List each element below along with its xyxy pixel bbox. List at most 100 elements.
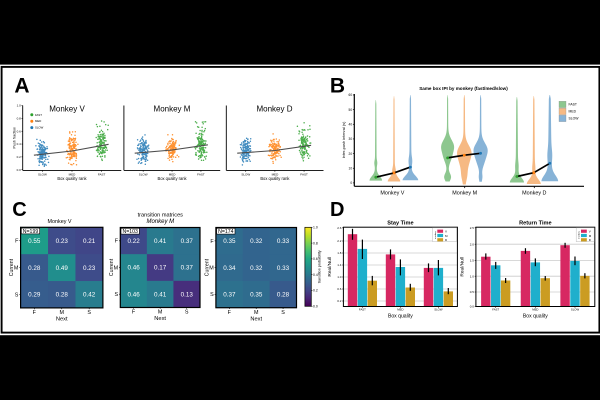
svg-text:Current: Current [205,258,211,276]
svg-text:0.8: 0.8 [17,117,22,121]
svg-text:0.41: 0.41 [154,291,167,298]
svg-text:20: 20 [349,152,353,156]
svg-text:F: F [115,239,119,245]
svg-text:0.8: 0.8 [313,241,318,245]
svg-text:0.41: 0.41 [154,238,167,245]
svg-text:Real/Null: Real/Null [460,257,466,276]
svg-text:2.6: 2.6 [337,226,342,230]
svg-text:M: M [589,234,592,238]
svg-text:Monkey M: Monkey M [146,219,174,225]
svg-text:F: F [228,310,232,316]
svg-text:FAST: FAST [359,307,366,311]
svg-text:SLOW: SLOW [434,307,443,311]
svg-text:0.37: 0.37 [223,292,236,299]
svg-text:Real/Null: Real/Null [327,257,333,276]
svg-text:N=103: N=103 [122,229,138,235]
svg-text:S: S [210,292,214,298]
svg-text:D: D [589,238,592,242]
svg-text:0.6: 0.6 [337,287,342,291]
svg-text:Current: Current [9,258,15,276]
svg-text:transition probability: transition probability [318,250,322,283]
svg-text:F: F [15,239,19,245]
svg-text:50: 50 [349,108,353,112]
svg-text:0.28: 0.28 [56,292,69,299]
svg-text:SLOW: SLOW [241,172,250,176]
svg-text:Same box IPI by monkey (fast/m: Same box IPI by monkey (fast/med/slow) [419,86,508,91]
svg-text:0.33: 0.33 [277,238,290,245]
svg-text:0.28: 0.28 [277,292,290,299]
svg-text:MED: MED [532,307,538,311]
svg-text:2.5: 2.5 [470,226,475,230]
svg-text:Box quality: Box quality [523,314,548,320]
svg-text:0.0: 0.0 [17,168,22,172]
svg-text:0.17: 0.17 [154,265,167,272]
svg-text:MED: MED [569,110,577,114]
svg-text:SLOW: SLOW [571,307,580,311]
svg-text:Monkey M: Monkey M [452,190,477,196]
svg-text:Current: Current [109,258,115,276]
svg-text:1.0: 1.0 [470,274,475,278]
svg-text:2.2: 2.2 [337,239,342,243]
svg-text:0.0: 0.0 [313,305,318,309]
svg-text:1.0: 1.0 [313,226,318,230]
svg-text:MED: MED [397,307,403,311]
svg-text:M: M [254,310,259,316]
svg-text:1.5: 1.5 [470,259,475,263]
svg-text:S: S [281,310,285,316]
svg-text:10: 10 [349,166,353,170]
svg-text:C: C [12,199,26,221]
svg-text:0.46: 0.46 [127,291,140,298]
svg-text:F: F [132,310,136,316]
svg-text:M: M [114,265,119,271]
svg-text:0.13: 0.13 [181,291,194,298]
svg-text:0.6: 0.6 [17,129,22,133]
svg-text:0.32: 0.32 [250,238,263,245]
svg-text:0.33: 0.33 [277,265,290,272]
svg-text:SLOW: SLOW [38,172,47,176]
svg-text:S: S [87,310,91,316]
svg-text:S: S [185,310,189,316]
svg-text:monkey: monkey [579,230,581,239]
svg-text:Next: Next [250,316,262,322]
svg-text:transition matrices: transition matrices [138,213,184,219]
svg-text:Push fraction: Push fraction [12,127,16,149]
svg-text:Monkey V: Monkey V [380,190,404,196]
svg-text:0.32: 0.32 [250,265,263,272]
svg-text:M: M [209,266,214,272]
svg-text:S: S [15,292,19,298]
svg-text:SLOW: SLOW [569,117,580,121]
svg-text:Monkey V: Monkey V [49,105,85,114]
svg-text:0.2: 0.2 [313,289,318,293]
svg-text:SLOW: SLOW [35,126,44,130]
svg-text:MED: MED [169,172,177,176]
svg-text:0.37: 0.37 [181,265,194,272]
svg-text:N=174: N=174 [218,229,234,235]
svg-text:monkey: monkey [435,230,437,239]
svg-text:FAST: FAST [197,172,205,176]
svg-text:1.0: 1.0 [17,104,22,108]
svg-text:FAST: FAST [35,113,42,117]
svg-text:0.22: 0.22 [127,238,140,245]
svg-text:30: 30 [349,137,353,141]
svg-text:A: A [14,75,29,98]
svg-text:Monkey D: Monkey D [522,190,546,196]
svg-text:Monkey M: Monkey M [154,105,191,114]
svg-text:M: M [158,310,163,316]
svg-text:MED: MED [35,119,41,123]
svg-text:Box quality rank: Box quality rank [57,176,87,181]
svg-text:F: F [33,310,37,316]
svg-text:0.0: 0.0 [470,304,475,308]
svg-text:Monkey V: Monkey V [48,219,72,225]
svg-text:60: 60 [349,93,353,97]
svg-text:Box quality: Box quality [388,314,413,320]
svg-text:1.4: 1.4 [337,263,342,267]
svg-text:1.0: 1.0 [337,275,342,279]
svg-text:0: 0 [350,181,352,185]
svg-text:Box quality rank: Box quality rank [157,176,187,181]
svg-text:Box quality rank: Box quality rank [260,176,290,181]
svg-text:M: M [14,266,19,272]
svg-text:Next: Next [56,317,68,323]
svg-text:0.46: 0.46 [127,265,140,272]
svg-text:F: F [210,239,214,245]
svg-text:0.29: 0.29 [28,292,41,299]
